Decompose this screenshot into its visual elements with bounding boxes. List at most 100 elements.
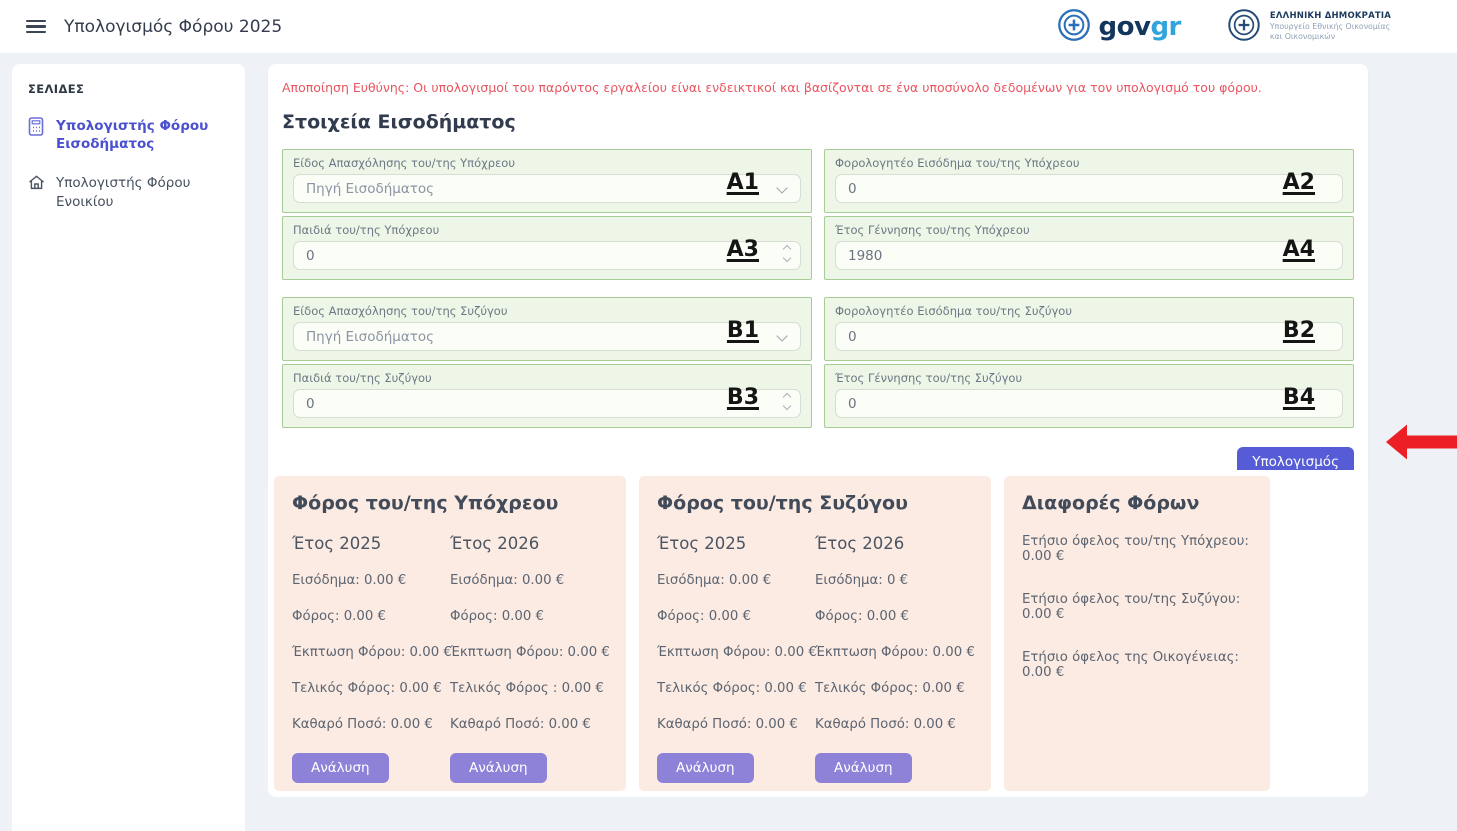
field-label: Είδος Απασχόλησης του/της Υπόχρεου	[293, 156, 515, 170]
obligor-tax-card: Φόρος του/της Υπόχρεου Έτος 2025 Εισόδημ…	[274, 476, 626, 791]
annotation-b3: B3	[726, 385, 759, 410]
annotation-b1: B1	[726, 318, 759, 343]
card-title: Φόρος του/της Συζύγου	[657, 492, 908, 514]
input-value: 0	[306, 247, 315, 264]
home-icon	[28, 174, 46, 195]
birth-year-obligor-input[interactable]: 1980	[835, 241, 1343, 270]
input-value: 1980	[848, 247, 883, 264]
spouse-tax-card: Φόρος του/της Συζύγου Έτος 2025 Εισόδημα…	[639, 476, 991, 791]
chevron-down-icon	[776, 330, 788, 342]
year-heading: Έτος 2025	[292, 534, 382, 553]
input-value: 0	[848, 328, 857, 345]
result-line: Καθαρό Ποσό: 0.00 €	[657, 717, 798, 732]
field-birth-year-spouse: Έτος Γέννησης του/της Συζύγου 0 B4	[824, 364, 1354, 428]
result-line: Έκπτωση Φόρου: 0.00 €	[815, 645, 975, 660]
result-line: Τελικός Φόρος : 0.00 €	[450, 681, 604, 696]
result-line: Φόρος: 0.00 €	[292, 609, 386, 624]
result-line: Έκπτωση Φόρου: 0.00 €	[292, 645, 452, 660]
select-value: Πηγή Εισοδήματος	[306, 328, 435, 345]
field-employment-type-spouse: Είδος Απασχόλησης του/της Συζύγου Πηγή Ε…	[282, 297, 812, 361]
spouse-2026-column: Έτος 2026 Εισόδημα: 0 € Φόρος: 0.00 € Έκ…	[815, 534, 975, 783]
app-header: Υπολογισμός Φόρου 2025 govgr ΕΛΛΗΝΙΚΗ ΔΗ…	[0, 0, 1457, 53]
section-title: Στοιχεία Εισοδήματος	[282, 111, 516, 133]
result-line: Φόρος: 0.00 €	[450, 609, 544, 624]
result-line: Έκπτωση Φόρου: 0.00 €	[657, 645, 817, 660]
result-line: Τελικός Φόρος: 0.00 €	[815, 681, 965, 696]
result-line: Φόρος: 0.00 €	[815, 609, 909, 624]
result-line: Τελικός Φόρος: 0.00 €	[657, 681, 807, 696]
birth-year-spouse-input[interactable]: 0	[835, 389, 1343, 418]
obligor-2026-column: Έτος 2026 Εισόδημα: 0.00 € Φόρος: 0.00 €…	[450, 534, 610, 783]
ministry-text: ΕΛΛΗΝΙΚΗ ΔΗΜΟΚΡΑΤΙΑ Υπουργείο Εθνικής Οι…	[1269, 11, 1391, 41]
red-arrow-annotation	[1386, 423, 1457, 465]
sidebar-item-label: Υπολογιστής Φόρου Εισοδήματος	[56, 118, 209, 153]
field-label: Έτος Γέννησης του/της Υπόχρεου	[835, 223, 1030, 237]
year-heading: Έτος 2026	[450, 534, 540, 553]
tax-differences-card: Διαφορές Φόρων Ετήσιο όφελος του/της Υπό…	[1004, 476, 1270, 791]
taxable-income-spouse-input[interactable]: 0	[835, 322, 1343, 351]
analysis-button[interactable]: Ανάλυση	[450, 753, 547, 783]
field-children-obligor: Παιδιά του/της Υπόχρεου 0 A3	[282, 216, 812, 280]
hellenic-republic-emblem-icon	[1227, 8, 1261, 46]
field-label: Παιδιά του/της Υπόχρεου	[293, 223, 440, 237]
annotation-a3: A3	[726, 237, 759, 262]
field-label: Έτος Γέννησης του/της Συζύγου	[835, 371, 1023, 385]
year-heading: Έτος 2026	[815, 534, 905, 553]
income-form-card: Αποποίηση Ευθύνης: Οι υπολογισμοί του πα…	[268, 64, 1368, 489]
annotation-a2: A2	[1282, 170, 1315, 195]
sidebar: ΣΕΛΙΔΕΣ Υπολογιστής Φόρου Εισοδήματος Υπ…	[12, 64, 245, 831]
stepper-arrows-icon[interactable]	[782, 244, 792, 263]
menu-icon[interactable]	[26, 19, 46, 34]
result-line: Καθαρό Ποσό: 0.00 €	[450, 717, 591, 732]
field-label: Φορολογητέο Εισόδημα του/της Υπόχρεου	[835, 156, 1080, 170]
result-line: Ετήσιο όφελος του/της Υπόχρεου: 0.00 €	[1022, 534, 1249, 564]
sidebar-item-rent-tax-calculator[interactable]: Υπολογιστής Φόρου Ενοικίου	[28, 173, 229, 210]
result-line: Εισόδημα: 0.00 €	[292, 573, 407, 588]
employment-type-obligor-select[interactable]: Πηγή Εισοδήματος	[293, 174, 801, 203]
result-line: Φόρος: 0.00 €	[657, 609, 751, 624]
ministry-logo: ΕΛΛΗΝΙΚΗ ΔΗΜΟΚΡΑΤΙΑ Υπουργείο Εθνικής Οι…	[1227, 8, 1391, 46]
field-children-spouse: Παιδιά του/της Συζύγου 0 B3	[282, 364, 812, 428]
field-label: Είδος Απασχόλησης του/της Συζύγου	[293, 304, 508, 318]
analysis-button[interactable]: Ανάλυση	[292, 753, 389, 783]
result-line: Ετήσιο όφελος της Οικογένειας: 0.00 €	[1022, 650, 1239, 680]
chevron-down-icon	[776, 182, 788, 194]
annotation-b4: B4	[1282, 385, 1315, 410]
field-birth-year-obligor: Έτος Γέννησης του/της Υπόχρεου 1980 A4	[824, 216, 1354, 280]
result-line: Εισόδημα: 0.00 €	[657, 573, 772, 588]
card-title: Διαφορές Φόρων	[1022, 492, 1200, 514]
stepper-arrows-icon[interactable]	[782, 392, 792, 411]
annotation-b2: B2	[1282, 318, 1315, 343]
govgr-wordmark: govgr	[1098, 11, 1182, 42]
analysis-button[interactable]: Ανάλυση	[657, 753, 754, 783]
select-value: Πηγή Εισοδήματος	[306, 180, 435, 197]
field-label: Φορολογητέο Εισόδημα του/της Συζύγου	[835, 304, 1072, 318]
result-line: Έκπτωση Φόρου: 0.00 €	[450, 645, 610, 660]
result-line: Εισόδημα: 0 €	[815, 573, 909, 588]
sidebar-title: ΣΕΛΙΔΕΣ	[28, 82, 85, 96]
children-obligor-stepper[interactable]: 0	[293, 241, 801, 270]
result-line: Εισόδημα: 0.00 €	[450, 573, 565, 588]
card-title: Φόρος του/της Υπόχρεου	[292, 492, 559, 514]
annotation-a1: A1	[726, 170, 759, 195]
result-line: Καθαρό Ποσό: 0.00 €	[292, 717, 433, 732]
taxable-income-obligor-input[interactable]: 0	[835, 174, 1343, 203]
header-logos: govgr ΕΛΛΗΝΙΚΗ ΔΗΜΟΚΡΑΤΙΑ Υπουργείο Εθνι…	[1057, 8, 1431, 46]
field-label: Παιδιά του/της Συζύγου	[293, 371, 432, 385]
employment-type-spouse-select[interactable]: Πηγή Εισοδήματος	[293, 322, 801, 351]
input-value: 0	[848, 180, 857, 197]
govgr-logo: govgr	[1057, 8, 1181, 46]
field-taxable-income-spouse: Φορολογητέο Εισόδημα του/της Συζύγου 0 B…	[824, 297, 1354, 361]
analysis-button[interactable]: Ανάλυση	[815, 753, 912, 783]
govgr-emblem-icon	[1057, 8, 1091, 46]
year-heading: Έτος 2025	[657, 534, 747, 553]
children-spouse-stepper[interactable]: 0	[293, 389, 801, 418]
results-panel: Φόρος του/της Υπόχρεου Έτος 2025 Εισόδημ…	[268, 470, 1368, 797]
sidebar-item-income-tax-calculator[interactable]: Υπολογιστής Φόρου Εισοδήματος	[28, 116, 229, 153]
obligor-2025-column: Έτος 2025 Εισόδημα: 0.00 € Φόρος: 0.00 €…	[292, 534, 452, 783]
input-value: 0	[306, 395, 315, 412]
page-title: Υπολογισμός Φόρου 2025	[64, 16, 283, 37]
disclaimer-text: Αποποίηση Ευθύνης: Οι υπολογισμοί του πα…	[282, 80, 1262, 95]
field-taxable-income-obligor: Φορολογητέο Εισόδημα του/της Υπόχρεου 0 …	[824, 149, 1354, 213]
result-line: Τελικός Φόρος: 0.00 €	[292, 681, 442, 696]
